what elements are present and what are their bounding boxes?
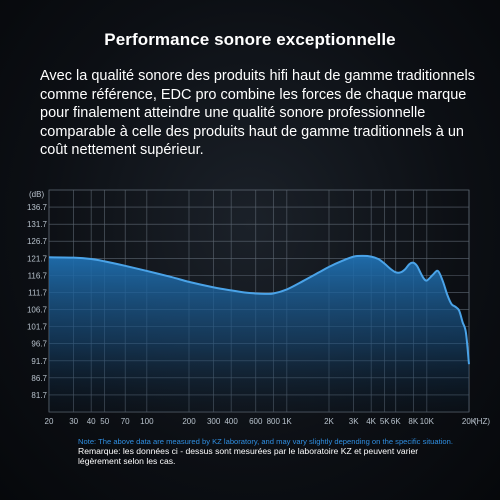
y-tick-label: 106.7	[27, 306, 48, 315]
x-tick-label: 10K	[420, 417, 435, 426]
y-tick-label: 96.7	[31, 340, 47, 349]
y-axis-ticks: 136.7 131.7 126.7 121.7 116.7 111.7 106.7 101.7…	[27, 203, 48, 400]
english-note: Note: The above data are measured by KZ …	[78, 437, 453, 446]
x-tick-label: 40	[87, 417, 96, 426]
x-tick-label: 800	[267, 417, 281, 426]
x-axis-ticks: 20 30 40 50 70 100 200 300 400 600 800 1K 2K 3K 4K 5K 6K…	[45, 417, 477, 426]
x-tick-label: 4K	[366, 417, 376, 426]
y-tick-label: 111.7	[28, 288, 47, 297]
x-tick-label: 30	[69, 417, 78, 426]
x-tick-label: 2K	[324, 417, 334, 426]
x-tick-label: 5K	[380, 417, 390, 426]
y-tick-label: 126.7	[27, 237, 48, 246]
x-tick-label: 200	[182, 417, 196, 426]
y-tick-label: 121.7	[27, 254, 48, 263]
x-tick-label: 100	[140, 417, 154, 426]
x-tick-label: 20K	[462, 417, 477, 426]
x-tick-label: 20	[45, 417, 54, 426]
response-area	[49, 255, 469, 412]
description-text: Avec la qualité sonore des produits hifi…	[40, 68, 475, 158]
y-tick-label: 131.7	[27, 220, 48, 229]
x-tick-label: 50	[100, 417, 109, 426]
x-tick-label: 1K	[282, 417, 292, 426]
french-note: Remarque: les données ci - dessus sont m…	[78, 446, 419, 466]
y-tick-label: 86.7	[31, 374, 47, 383]
x-tick-label: 8K	[408, 417, 418, 426]
x-tick-label: 6K	[391, 417, 401, 426]
response-curve	[48, 254, 470, 365]
x-tick-label: 400	[224, 417, 238, 426]
y-tick-label: 136.7	[27, 203, 48, 212]
x-tick-label: 3K	[349, 417, 359, 426]
page-heading: Performance sonore exceptionnelle	[104, 30, 396, 49]
x-tick-label: 70	[121, 417, 130, 426]
x-tick-label: 300	[207, 417, 221, 426]
x-axis-unit-label: (HZ)	[474, 417, 490, 426]
y-tick-label: 101.7	[27, 323, 48, 332]
x-tick-label: 600	[249, 417, 263, 426]
y-tick-label: 91.7	[31, 357, 47, 366]
y-tick-label: 116.7	[28, 271, 48, 280]
y-tick-label: 81.7	[31, 391, 47, 400]
y-axis-unit-label: (dB)	[29, 190, 44, 199]
